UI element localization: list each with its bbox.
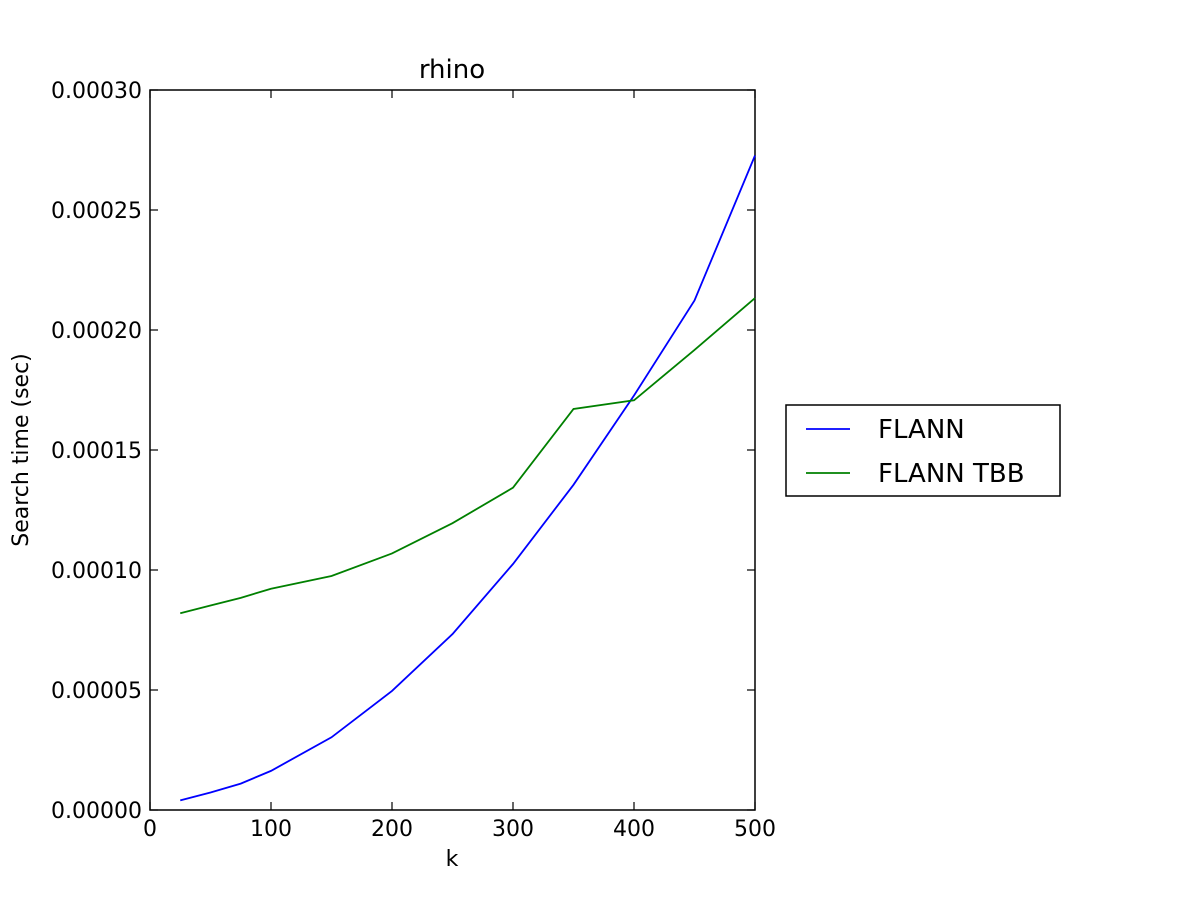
- series-line-0: [180, 155, 756, 802]
- y-tick-labels: 0.00000 0.00005 0.00010 0.00015 0.00020 0.000…: [51, 79, 142, 824]
- y-tick-label-0: 0.00000: [51, 799, 142, 824]
- legend: FLANN FLANN TBB: [785, 404, 1061, 497]
- legend-frame: [785, 404, 1061, 497]
- x-tick-label-1: 100: [250, 817, 292, 842]
- x-tick-labels: 0 100 200 300 400 500: [143, 817, 776, 842]
- legend-label-0: FLANN: [878, 415, 965, 445]
- plot-area: [149, 89, 756, 811]
- chart-title: rhino: [419, 55, 485, 85]
- y-tick-label-1: 0.00005: [51, 679, 142, 704]
- y-tick-label-4: 0.00020: [51, 319, 142, 344]
- x-tick-label-5: 500: [734, 817, 776, 842]
- ticks-layer: [149, 89, 756, 811]
- x-tick-label-2: 200: [371, 817, 413, 842]
- series-line-1: [180, 297, 756, 615]
- y-tick-label-6: 0.00030: [51, 79, 142, 104]
- x-tick-label-3: 300: [492, 817, 534, 842]
- x-tick-label-4: 400: [613, 817, 655, 842]
- y-axis-label: Search time (sec): [9, 353, 34, 547]
- legend-label-1: FLANN TBB: [878, 459, 1025, 489]
- axes-frame: [149, 89, 756, 811]
- y-tick-label-3: 0.00015: [51, 439, 142, 464]
- y-tick-label-2: 0.00010: [51, 559, 142, 584]
- y-tick-label-5: 0.00025: [51, 199, 142, 224]
- x-axis-label: k: [446, 847, 459, 872]
- legend-items: FLANN FLANN TBB: [806, 415, 1025, 489]
- x-tick-label-0: 0: [143, 817, 157, 842]
- series-layer: [180, 155, 756, 802]
